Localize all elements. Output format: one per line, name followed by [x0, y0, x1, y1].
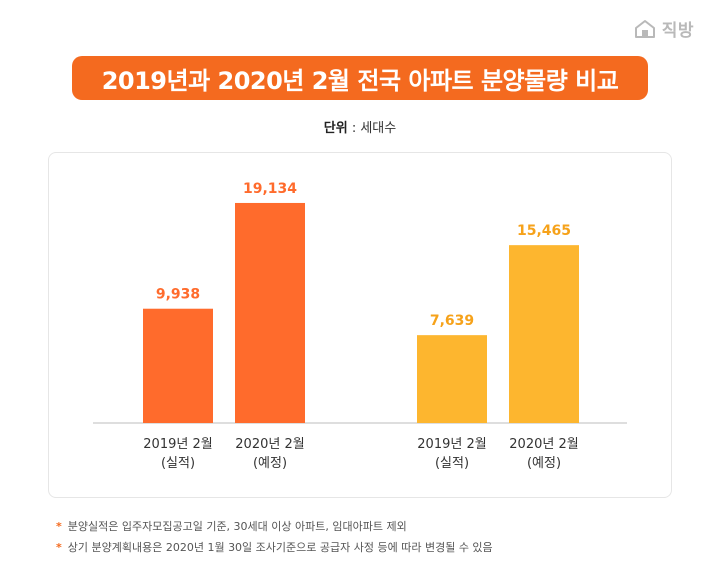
unit-label: 단위	[323, 121, 348, 136]
unit-value: 세대수	[360, 121, 397, 136]
x-tick-sublabel: (예정)	[527, 456, 561, 471]
footnote-mark: *	[56, 520, 62, 533]
footnote-mark: *	[56, 541, 62, 554]
chart-card: 9,938 2019년 2월 (실적) 19,134 2020년 2월 (예정) 7,639…	[48, 152, 672, 498]
bar	[417, 335, 487, 423]
footnote-1: * 분양실적은 입주자모집공고일 기준, 30세대 이상 아파트, 임대아파트 …	[56, 516, 493, 537]
unit-separator: :	[347, 121, 361, 136]
unit-caption: 단위 : 세대수	[0, 117, 720, 136]
x-tick-sublabel: (실적)	[435, 456, 469, 471]
brand-name: 직방	[661, 21, 694, 41]
footnote-2: * 상기 분양계획내용은 2020년 1월 30일 조사기준으로 공급자 사정 …	[56, 537, 493, 558]
x-tick-label: 2019년 2월	[143, 437, 212, 452]
brand-logo: 직방	[634, 16, 694, 41]
footnote-text: 분양실적은 입주자모집공고일 기준, 30세대 이상 아파트, 임대아파트 제외	[67, 520, 407, 533]
x-tick-label: 2019년 2월	[417, 437, 486, 452]
footnotes: * 분양실적은 입주자모집공고일 기준, 30세대 이상 아파트, 임대아파트 …	[56, 516, 493, 558]
x-tick-sublabel: (예정)	[253, 456, 287, 471]
chart-title: 2019년과 2020년 2월 전국 아파트 분양물량 비교	[72, 56, 648, 100]
data-label: 15,465	[517, 223, 571, 239]
bar	[143, 308, 213, 423]
data-label: 7,639	[430, 313, 474, 329]
x-tick-sublabel: (실적)	[161, 456, 195, 471]
x-tick-label: 2020년 2월	[235, 437, 304, 452]
footnote-text: 상기 분양계획내용은 2020년 1월 30일 조사기준으로 공급자 사정 등에…	[67, 541, 493, 554]
bar	[509, 245, 579, 423]
x-tick-label: 2020년 2월	[509, 437, 578, 452]
bar-chart: 9,938 2019년 2월 (실적) 19,134 2020년 2월 (예정) 7,639…	[93, 179, 627, 471]
data-label: 19,134	[243, 181, 297, 197]
house-icon	[634, 19, 656, 39]
data-label: 9,938	[156, 287, 200, 303]
bar	[235, 202, 305, 423]
